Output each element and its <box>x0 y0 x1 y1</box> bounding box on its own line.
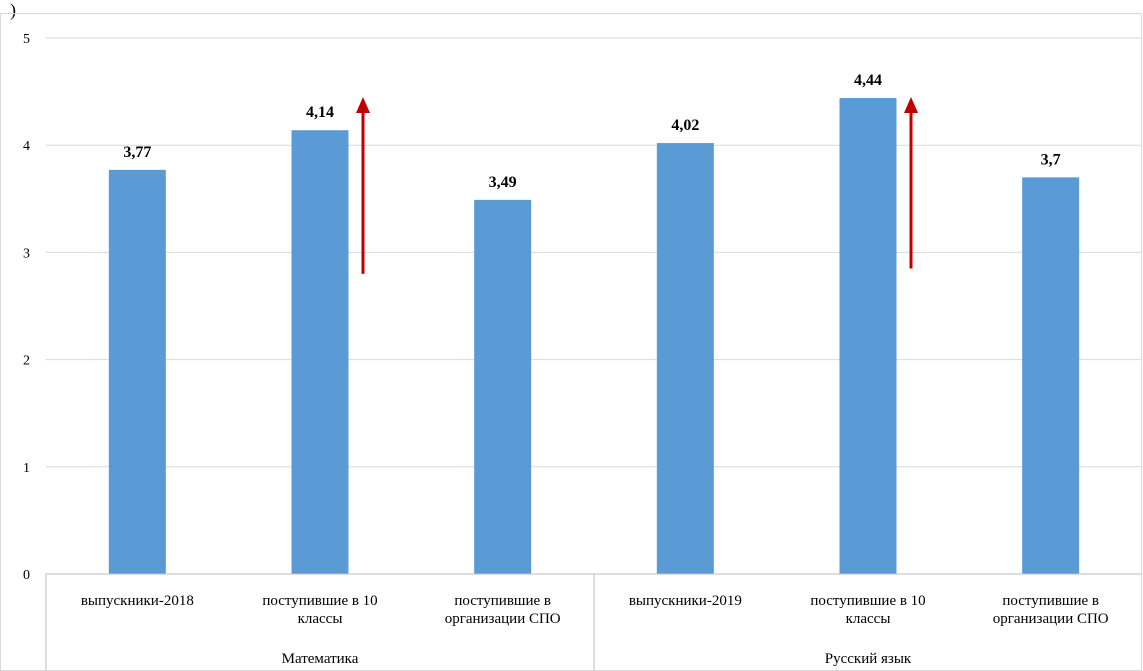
category-label: организации СПО <box>445 611 561 627</box>
data-label: 4,14 <box>306 104 334 121</box>
bar <box>656 143 714 574</box>
category-label: поступившие в 10 <box>262 593 377 609</box>
x-axis: выпускники-2018 поступившие в 10 классы пос… <box>45 573 1142 670</box>
category-label: поступившие в <box>1002 593 1099 609</box>
category-label: поступившие в <box>454 593 551 609</box>
category-label: поступившие в 10 <box>810 593 925 609</box>
bar <box>474 199 532 574</box>
category-label: классы <box>298 611 343 627</box>
cropped-text-fragment: ) <box>10 0 16 21</box>
bar <box>1022 177 1080 575</box>
y-tick-label: 1 <box>23 461 30 476</box>
category-label: выпускники-2019 <box>629 593 742 609</box>
data-label: 3,49 <box>489 174 517 191</box>
group-label: Русский язык <box>825 651 912 667</box>
trend-arrow-head <box>904 96 918 113</box>
trend-arrow-head <box>356 96 370 113</box>
data-label: 4,44 <box>854 72 882 89</box>
trend-arrows <box>356 96 918 274</box>
chart-frame <box>0 13 1142 671</box>
data-label: 4,02 <box>671 117 699 134</box>
gridlines <box>46 37 1142 468</box>
bar <box>108 169 166 574</box>
y-tick-label: 4 <box>23 139 30 154</box>
y-tick-label: 3 <box>23 246 30 261</box>
y-tick-label: 2 <box>23 354 30 369</box>
bars <box>108 98 1080 575</box>
category-label: организации СПО <box>993 611 1109 627</box>
y-tick-label: 0 <box>23 568 30 583</box>
data-label: 3,7 <box>1041 151 1061 168</box>
bar <box>291 130 349 574</box>
data-labels: 3,77 4,14 3,49 4,02 4,44 3,7 <box>123 72 1060 191</box>
data-label: 3,77 <box>123 144 151 161</box>
category-label: классы <box>846 611 891 627</box>
bar <box>839 98 897 575</box>
y-tick-label: 5 <box>23 32 30 47</box>
y-axis-ticks: 0 1 2 3 4 5 <box>23 32 30 583</box>
category-label: выпускники-2018 <box>81 593 194 609</box>
group-label: Математика <box>282 651 359 667</box>
